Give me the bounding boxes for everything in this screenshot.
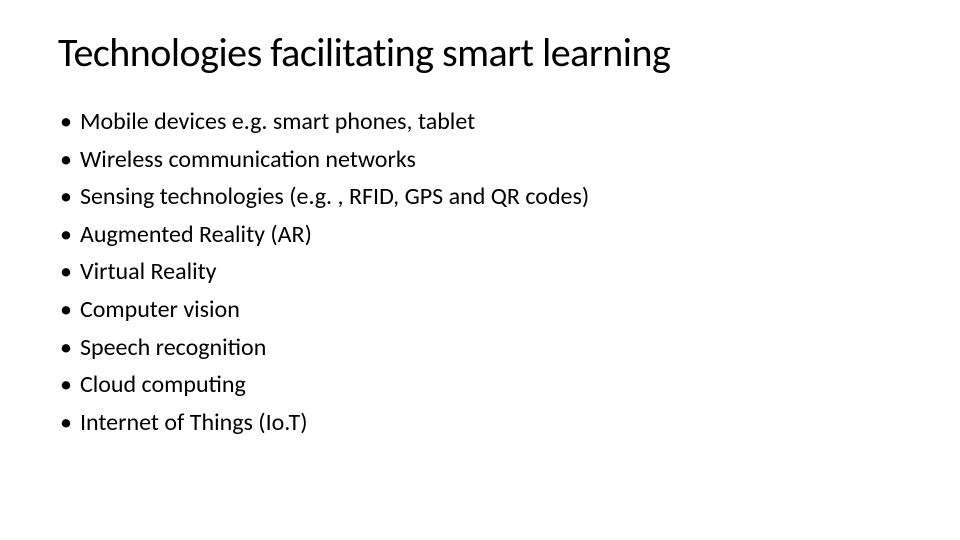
- bullet-text: Cloud computing: [80, 368, 902, 402]
- bullet-icon: •: [60, 143, 72, 177]
- list-item: • Virtual Reality: [58, 255, 902, 289]
- bullet-text: Augmented Reality (AR): [80, 218, 902, 252]
- bullet-text: Mobile devices e.g. smart phones, tablet: [80, 105, 902, 139]
- bullet-list: • Mobile devices e.g. smart phones, tabl…: [58, 105, 902, 439]
- bullet-text: Speech recognition: [80, 331, 902, 365]
- bullet-text: Sensing technologies (e.g. , RFID, GPS a…: [80, 180, 902, 214]
- bullet-icon: •: [60, 218, 72, 252]
- bullet-icon: •: [60, 293, 72, 327]
- bullet-icon: •: [60, 331, 72, 365]
- list-item: • Sensing technologies (e.g. , RFID, GPS…: [58, 180, 902, 214]
- list-item: • Mobile devices e.g. smart phones, tabl…: [58, 105, 902, 139]
- list-item: • Speech recognition: [58, 331, 902, 365]
- bullet-text: Virtual Reality: [80, 255, 902, 289]
- bullet-icon: •: [60, 180, 72, 214]
- bullet-icon: •: [60, 255, 72, 289]
- list-item: • Computer vision: [58, 293, 902, 327]
- list-item: • Internet of Things (Io.T): [58, 406, 902, 440]
- bullet-text: Computer vision: [80, 293, 902, 327]
- list-item: • Cloud computing: [58, 368, 902, 402]
- bullet-text: Internet of Things (Io.T): [80, 406, 902, 440]
- list-item: • Augmented Reality (AR): [58, 218, 902, 252]
- bullet-icon: •: [60, 368, 72, 402]
- bullet-icon: •: [60, 105, 72, 139]
- bullet-icon: •: [60, 406, 72, 440]
- slide-title: Technologies facilitating smart learning: [58, 28, 902, 77]
- list-item: • Wireless communication networks: [58, 143, 902, 177]
- bullet-text: Wireless communication networks: [80, 143, 902, 177]
